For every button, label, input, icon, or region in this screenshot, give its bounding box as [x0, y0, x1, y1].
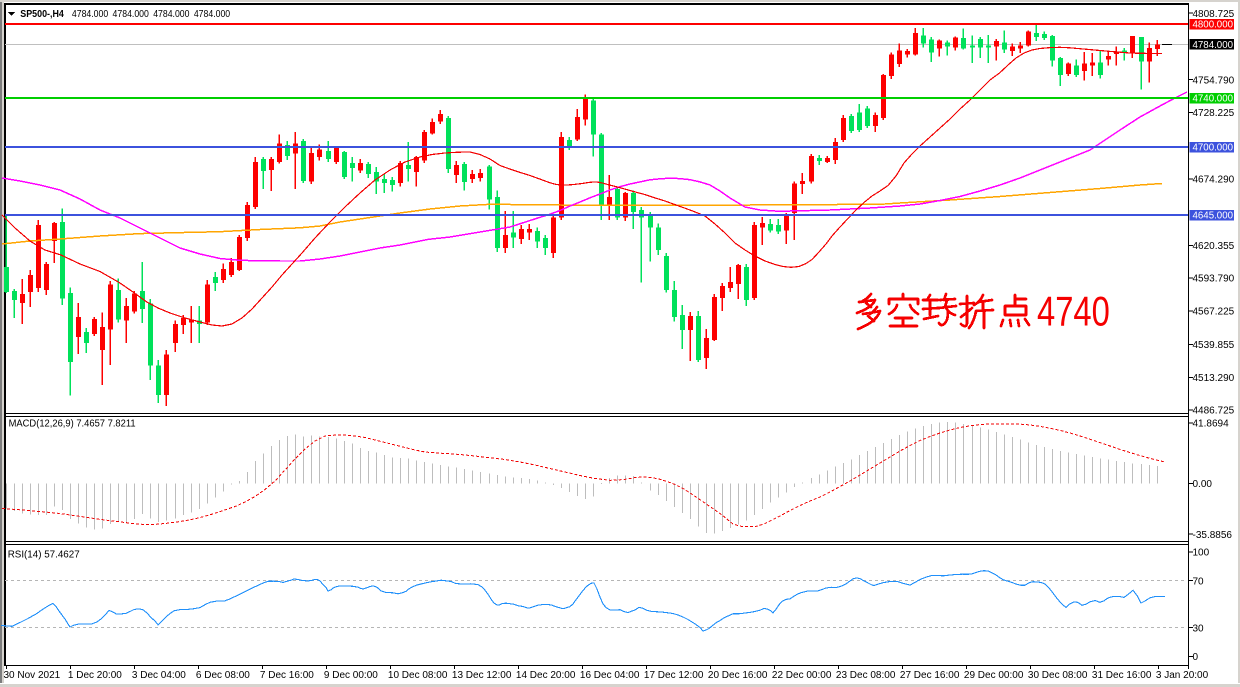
svg-text:16 Dec 04:00: 16 Dec 04:00 [580, 670, 640, 681]
svg-text:4700.000: 4700.000 [1193, 143, 1234, 154]
svg-text:10 Dec 08:00: 10 Dec 08:00 [388, 670, 448, 681]
svg-text:30 Nov 2021: 30 Nov 2021 [4, 670, 61, 681]
svg-text:4784.000: 4784.000 [194, 9, 231, 20]
svg-text:4808.725: 4808.725 [1193, 9, 1235, 20]
svg-text:4674.290: 4674.290 [1193, 175, 1235, 186]
svg-text:6 Dec 08:00: 6 Dec 08:00 [196, 670, 250, 681]
svg-text:3 Dec 04:00: 3 Dec 04:00 [132, 670, 186, 681]
svg-text:4740.000: 4740.000 [1193, 94, 1234, 105]
svg-text:4486.725: 4486.725 [1193, 406, 1235, 417]
svg-text:7 Dec 16:00: 7 Dec 16:00 [260, 670, 314, 681]
svg-text:23 Dec 08:00: 23 Dec 08:00 [836, 670, 896, 681]
svg-text:29 Dec 00:00: 29 Dec 00:00 [964, 670, 1024, 681]
svg-text:20 Dec 16:00: 20 Dec 16:00 [708, 670, 768, 681]
svg-text:4645.000: 4645.000 [1193, 211, 1234, 222]
svg-text:4620.355: 4620.355 [1193, 241, 1235, 252]
svg-text:70: 70 [1193, 576, 1205, 587]
svg-text:17 Dec 12:00: 17 Dec 12:00 [644, 670, 704, 681]
svg-text:27 Dec 16:00: 27 Dec 16:00 [900, 670, 960, 681]
svg-text:30: 30 [1193, 623, 1205, 634]
svg-text:4593.790: 4593.790 [1193, 274, 1235, 285]
svg-text:41.8694: 41.8694 [1193, 419, 1230, 430]
svg-text:4754.790: 4754.790 [1193, 75, 1235, 86]
svg-text:3 Jan 20:00: 3 Jan 20:00 [1156, 670, 1209, 681]
svg-text:30 Dec 08:00: 30 Dec 08:00 [1028, 670, 1088, 681]
svg-text:4513.290: 4513.290 [1193, 373, 1235, 384]
svg-text:RSI(14) 57.4627: RSI(14) 57.4627 [8, 550, 80, 561]
svg-text:1 Dec 20:00: 1 Dec 20:00 [68, 670, 122, 681]
svg-text:4784.000: 4784.000 [72, 9, 109, 20]
svg-text:4784.000: 4784.000 [113, 9, 150, 20]
svg-text:14 Dec 20:00: 14 Dec 20:00 [516, 670, 576, 681]
svg-text:22 Dec 00:00: 22 Dec 00:00 [772, 670, 832, 681]
svg-text:0.00: 0.00 [1193, 479, 1213, 490]
svg-text:4784.000: 4784.000 [153, 9, 190, 20]
svg-text:31 Dec 16:00: 31 Dec 16:00 [1092, 670, 1152, 681]
svg-text:4800.000: 4800.000 [1193, 20, 1234, 31]
svg-text:MACD(12,26,9) 7.4657 7.8211: MACD(12,26,9) 7.4657 7.8211 [9, 419, 136, 430]
svg-text:4539.855: 4539.855 [1193, 340, 1235, 351]
svg-text:-35.8856: -35.8856 [1193, 530, 1233, 541]
svg-text:0: 0 [1193, 652, 1199, 663]
svg-text:4740: 4740 [1037, 288, 1110, 335]
svg-text:4728.225: 4728.225 [1193, 108, 1235, 119]
svg-text:SP500-,H4: SP500-,H4 [20, 8, 64, 20]
svg-text:4784.000: 4784.000 [1193, 40, 1234, 51]
svg-text:4567.225: 4567.225 [1193, 307, 1235, 318]
svg-text:9 Dec 00:00: 9 Dec 00:00 [324, 670, 378, 681]
svg-text:100: 100 [1193, 547, 1210, 558]
svg-text:13 Dec 12:00: 13 Dec 12:00 [452, 670, 512, 681]
